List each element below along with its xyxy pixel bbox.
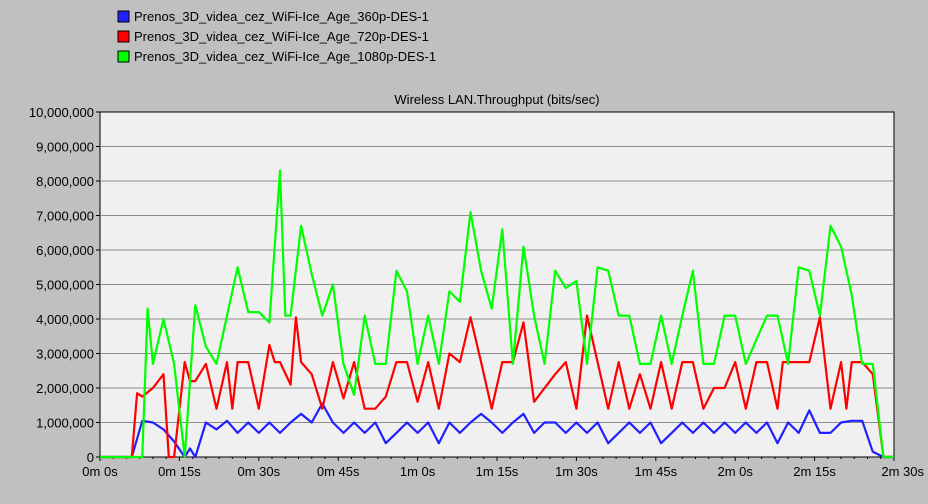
- x-tick-label: 2m 30s: [881, 464, 924, 479]
- x-tick-label: 1m 30s: [555, 464, 598, 479]
- legend-swatch: [117, 10, 130, 23]
- chart-title: Wireless LAN.Throughput (bits/sec): [394, 92, 599, 107]
- x-tick-label: 1m 0s: [400, 464, 436, 479]
- x-tick-label: 1m 45s: [634, 464, 677, 479]
- y-tick-label: 4,000,000: [36, 312, 94, 327]
- y-tick-label: 2,000,000: [36, 381, 94, 396]
- y-axis: 0 1,000,000 2,000,000 3,000,000 4,000,000 5,0…: [29, 105, 100, 465]
- x-axis: 0m 0s 0m 15s 0m 30s 0m 45s 1m 0s 1m 15s 1m 30s…: [82, 457, 924, 479]
- y-tick-label: 10,000,000: [29, 105, 94, 120]
- x-tick-label: 2m 0s: [717, 464, 753, 479]
- legend-label: Prenos_3D_videa_cez_WiFi-Ice_Age_720p-DE…: [134, 29, 429, 44]
- x-tick-label: 1m 15s: [476, 464, 519, 479]
- series-line-1: [100, 402, 894, 459]
- legend-label: Prenos_3D_videa_cez_WiFi-Ice_Age_360p-DE…: [134, 9, 429, 24]
- legend-item: Prenos_3D_videa_cez_WiFi-Ice_Age_360p-DE…: [117, 9, 429, 24]
- x-tick-label: 2m 15s: [793, 464, 836, 479]
- series-layer: [100, 169, 894, 459]
- grid: [100, 146, 894, 423]
- y-tick-label: 3,000,000: [36, 347, 94, 362]
- legend-item: Prenos_3D_videa_cez_WiFi-Ice_Age_1080p-D…: [117, 49, 436, 64]
- legend: Prenos_3D_videa_cez_WiFi-Ice_Age_360p-DE…: [117, 9, 436, 64]
- legend-swatch: [117, 50, 130, 63]
- y-tick-label: 7,000,000: [36, 209, 94, 224]
- y-tick-label: 0: [87, 450, 94, 465]
- series-line-3: [100, 169, 894, 459]
- x-tick-label: 0m 0s: [82, 464, 118, 479]
- y-tick-label: 1,000,000: [36, 416, 94, 431]
- y-tick-label: 8,000,000: [36, 174, 94, 189]
- x-tick-label: 0m 15s: [158, 464, 201, 479]
- legend-label: Prenos_3D_videa_cez_WiFi-Ice_Age_1080p-D…: [134, 49, 436, 64]
- series-line-2: [100, 314, 894, 459]
- legend-swatch: [117, 30, 130, 43]
- legend-item: Prenos_3D_videa_cez_WiFi-Ice_Age_720p-DE…: [117, 29, 429, 44]
- y-tick-label: 6,000,000: [36, 243, 94, 258]
- x-tick-label: 0m 30s: [237, 464, 280, 479]
- y-tick-label: 9,000,000: [36, 140, 94, 155]
- y-tick-label: 5,000,000: [36, 278, 94, 293]
- x-tick-label: 0m 45s: [317, 464, 360, 479]
